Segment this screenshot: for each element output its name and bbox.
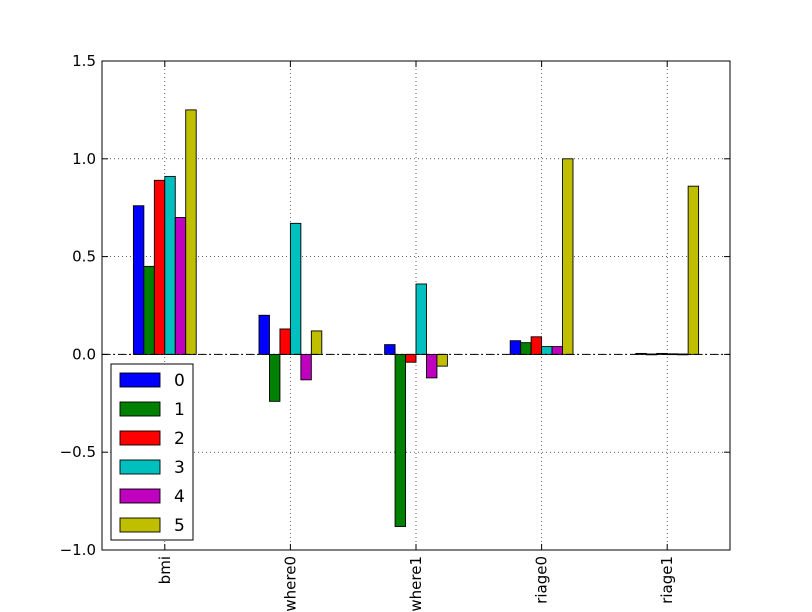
legend-label: 3: [174, 458, 185, 478]
bar-series-4: [300, 353, 312, 381]
x-tick-label: where0: [281, 556, 299, 612]
x-tick-label: bmi: [156, 556, 174, 584]
bar-series-0: [509, 340, 522, 355]
legend-swatch-4: [119, 488, 161, 504]
bar-series-5: [185, 109, 197, 355]
legend-box: [110, 363, 194, 541]
bar-series-3: [289, 222, 302, 355]
x-axis: bmi where0 where1 riage0 riage1: [156, 61, 676, 612]
x-tick-label: riage0: [533, 556, 551, 604]
y-tick-label: 0.0: [72, 345, 96, 363]
bar-series-4: [551, 346, 563, 355]
bar-series-5: [310, 330, 323, 355]
bar-series-1: [269, 353, 281, 402]
bar-series-1: [394, 353, 406, 527]
bar-series-2: [279, 328, 291, 355]
bar-series-3: [541, 346, 553, 355]
x-tick-label: where1: [407, 556, 425, 612]
bar-series-4: [426, 353, 438, 379]
y-tick-label: 0.5: [72, 248, 96, 266]
legend-label: 1: [174, 400, 185, 420]
y-tick-label: 1.0: [72, 150, 96, 168]
bar-series-5: [687, 185, 700, 355]
bar-series-4: [174, 217, 187, 355]
legend-swatch-0: [119, 372, 161, 388]
x-tick-label: riage1: [658, 556, 676, 604]
y-axis: −1.0 −0.5 0.0 0.5 1.0 1.5: [60, 52, 730, 559]
bar-series-0: [132, 205, 145, 355]
legend-label: 2: [174, 429, 185, 449]
bar-series-0: [384, 344, 396, 355]
y-tick-label: −0.5: [60, 443, 96, 461]
y-tick-label: 1.5: [72, 52, 96, 70]
y-tick-label: −1.0: [60, 541, 96, 559]
bar-series-3: [415, 283, 427, 355]
legend-swatch-2: [119, 430, 161, 446]
bar-series-2: [153, 179, 166, 355]
bars: [132, 109, 700, 527]
legend-label: 0: [174, 371, 185, 391]
legend: 0 1 2 3 4 5: [110, 363, 194, 541]
bar-series-5: [436, 353, 448, 367]
bar-series-0: [258, 314, 270, 355]
bar-series-1: [520, 342, 532, 355]
bar-series-1: [143, 265, 155, 355]
bar-series-2: [405, 353, 417, 363]
legend-swatch-3: [119, 459, 161, 475]
legend-label: 5: [174, 516, 185, 536]
legend-swatch-1: [119, 401, 161, 417]
legend-label: 4: [174, 487, 185, 507]
legend-swatch-5: [119, 517, 161, 533]
bar-series-3: [164, 175, 176, 355]
bar-series-5: [562, 158, 574, 355]
bar-series-2: [530, 336, 543, 355]
